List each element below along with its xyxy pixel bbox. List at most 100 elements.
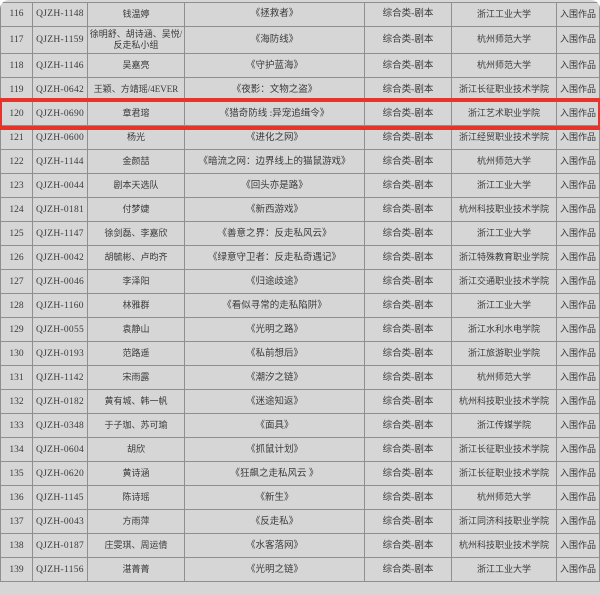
cell-university: 浙江旅游职业学院	[452, 342, 557, 366]
cell-entry-id: QJZH-1146	[33, 54, 88, 78]
table-row-highlighted: 120 QJZH-0690 章君瑢 《猎奇防线 :异宠追缉令》 综合类-剧本 浙…	[0, 98, 600, 131]
cell-entry-id: QJZH-0046	[33, 270, 88, 294]
cell-work-title: 《反走私》	[185, 510, 365, 534]
table-row: 121 QJZH-0600 杨光 《进化之网》 综合类-剧本 浙江经贸职业技术学…	[0, 126, 600, 151]
cell-category: 综合类-剧本	[365, 246, 452, 270]
cell-university: 浙江交通职业技术学院	[452, 270, 557, 294]
cell-university: 浙江工业大学	[452, 3, 557, 26]
cell-university: 杭州师范大学	[452, 486, 557, 510]
cell-entry-id: QJZH-0690	[33, 102, 88, 126]
cell-work-title: 《光明之链》	[185, 558, 365, 582]
cell-author: 王颖、方靖瑶/4EVER	[88, 78, 185, 102]
cell-serial-number: 124	[0, 198, 33, 222]
cell-work-title: 《海防线》	[185, 27, 365, 54]
cell-serial-number: 121	[0, 126, 33, 150]
cell-entry-id: QJZH-0604	[33, 438, 88, 462]
cell-work-title: 《守护蓝海》	[185, 54, 365, 78]
table-row: 123 QJZH-0044 剧本天选队 《回头亦是路》 综合类-剧本 浙江工业大…	[0, 174, 600, 199]
table-row: 137 QJZH-0043 方雨萍 《反走私》 综合类-剧本 浙江同济科技职业学…	[0, 510, 600, 535]
cell-university: 浙江工业大学	[452, 222, 557, 246]
cell-author: 黄有城、韩一帆	[88, 390, 185, 414]
cell-category: 综合类-剧本	[365, 150, 452, 174]
cell-serial-number: 136	[0, 486, 33, 510]
cell-status: 入围作品	[557, 150, 600, 174]
cell-serial-number: 119	[0, 78, 33, 102]
cell-university: 浙江长征职业技术学院	[452, 438, 557, 462]
cell-category: 综合类-剧本	[365, 174, 452, 198]
cell-entry-id: QJZH-0042	[33, 246, 88, 270]
cell-author: 杨光	[88, 126, 185, 150]
cell-status: 入围作品	[557, 558, 600, 582]
table-row: 129 QJZH-0055 袁静山 《光明之路》 综合类-剧本 浙江水利水电学院…	[0, 318, 600, 343]
cell-status: 入围作品	[557, 438, 600, 462]
cell-work-title: 《暗流之网：边界线上的猫鼠游戏》	[185, 150, 365, 174]
cell-entry-id: QJZH-1156	[33, 558, 88, 582]
table-row: 139 QJZH-1156 湛菁菁 《光明之链》 综合类-剧本 浙江工业大学 入…	[0, 558, 600, 583]
cell-work-title: 《看似寻常的走私陷阱》	[185, 294, 365, 318]
cell-university: 浙江工业大学	[452, 294, 557, 318]
cell-category: 综合类-剧本	[365, 54, 452, 78]
cell-serial-number: 125	[0, 222, 33, 246]
cell-university: 杭州师范大学	[452, 366, 557, 390]
cell-serial-number: 138	[0, 534, 33, 558]
cell-status: 入围作品	[557, 486, 600, 510]
table-row: 125 QJZH-1147 徐剑磊、李嘉欣 《善意之界：反走私风云》 综合类-剧…	[0, 222, 600, 247]
cell-university: 浙江传媒学院	[452, 414, 557, 438]
cell-entry-id: QJZH-1144	[33, 150, 88, 174]
cell-serial-number: 137	[0, 510, 33, 534]
cell-university: 杭州科技职业技术学院	[452, 390, 557, 414]
table-row: 128 QJZH-1160 林雅群 《看似寻常的走私陷阱》 综合类-剧本 浙江工…	[0, 294, 600, 319]
cell-work-title: 《水客落网》	[185, 534, 365, 558]
table-row: 122 QJZH-1144 金颜喆 《暗流之网：边界线上的猫鼠游戏》 综合类-剧…	[0, 150, 600, 175]
cell-university: 杭州师范大学	[452, 27, 557, 54]
cell-university: 浙江经贸职业技术学院	[452, 126, 557, 150]
cell-entry-id: QJZH-0187	[33, 534, 88, 558]
cell-author: 剧本天选队	[88, 174, 185, 198]
table-row: 136 QJZH-1145 陈诗瑶 《新生》 综合类-剧本 杭州师范大学 入围作…	[0, 486, 600, 511]
table-row: 131 QJZH-1142 宋雨露 《潮汐之链》 综合类-剧本 杭州师范大学 入…	[0, 366, 600, 391]
cell-university: 浙江同济科技职业学院	[452, 510, 557, 534]
cell-serial-number: 133	[0, 414, 33, 438]
cell-category: 综合类-剧本	[365, 126, 452, 150]
cell-category: 综合类-剧本	[365, 27, 452, 54]
cell-status: 入围作品	[557, 510, 600, 534]
cell-serial-number: 134	[0, 438, 33, 462]
table-row: 134 QJZH-0604 胡欣 《抓鼠计划》 综合类-剧本 浙江长征职业技术学…	[0, 438, 600, 463]
cell-university: 杭州师范大学	[452, 150, 557, 174]
table-row: 124 QJZH-0181 付梦婕 《新西游戏》 综合类-剧本 杭州科技职业技术…	[0, 198, 600, 223]
cell-serial-number: 135	[0, 462, 33, 486]
cell-author: 钱温婷	[88, 3, 185, 26]
cell-category: 综合类-剧本	[365, 102, 452, 126]
cell-serial-number: 132	[0, 390, 33, 414]
cell-category: 综合类-剧本	[365, 78, 452, 102]
cell-entry-id: QJZH-0620	[33, 462, 88, 486]
cell-category: 综合类-剧本	[365, 462, 452, 486]
cell-status: 入围作品	[557, 294, 600, 318]
cell-university: 浙江工业大学	[452, 174, 557, 198]
cell-author: 方雨萍	[88, 510, 185, 534]
cell-work-title: 《新生》	[185, 486, 365, 510]
cell-serial-number: 120	[0, 102, 33, 126]
table-row: 132 QJZH-0182 黄有城、韩一帆 《迷途知返》 综合类-剧本 杭州科技…	[0, 390, 600, 415]
cell-work-title: 《进化之网》	[185, 126, 365, 150]
cell-status: 入围作品	[557, 534, 600, 558]
cell-university: 杭州科技职业技术学院	[452, 534, 557, 558]
cell-university: 浙江水利水电学院	[452, 318, 557, 342]
cell-work-title: 《拯救者》	[185, 3, 365, 26]
cell-status: 入围作品	[557, 54, 600, 78]
cell-category: 综合类-剧本	[365, 270, 452, 294]
cell-category: 综合类-剧本	[365, 486, 452, 510]
cell-author: 胡欣	[88, 438, 185, 462]
cell-status: 入围作品	[557, 78, 600, 102]
cell-entry-id: QJZH-1145	[33, 486, 88, 510]
cell-author: 付梦婕	[88, 198, 185, 222]
cell-category: 综合类-剧本	[365, 3, 452, 26]
cell-work-title: 《私前想后》	[185, 342, 365, 366]
cell-category: 综合类-剧本	[365, 318, 452, 342]
cell-category: 综合类-剧本	[365, 390, 452, 414]
cell-entry-id: QJZH-1159	[33, 27, 88, 54]
cell-author: 宋雨露	[88, 366, 185, 390]
cell-author: 范路遥	[88, 342, 185, 366]
table-row: 119 QJZH-0642 王颖、方靖瑶/4EVER 《夜影：文物之盗》 综合类…	[0, 78, 600, 103]
